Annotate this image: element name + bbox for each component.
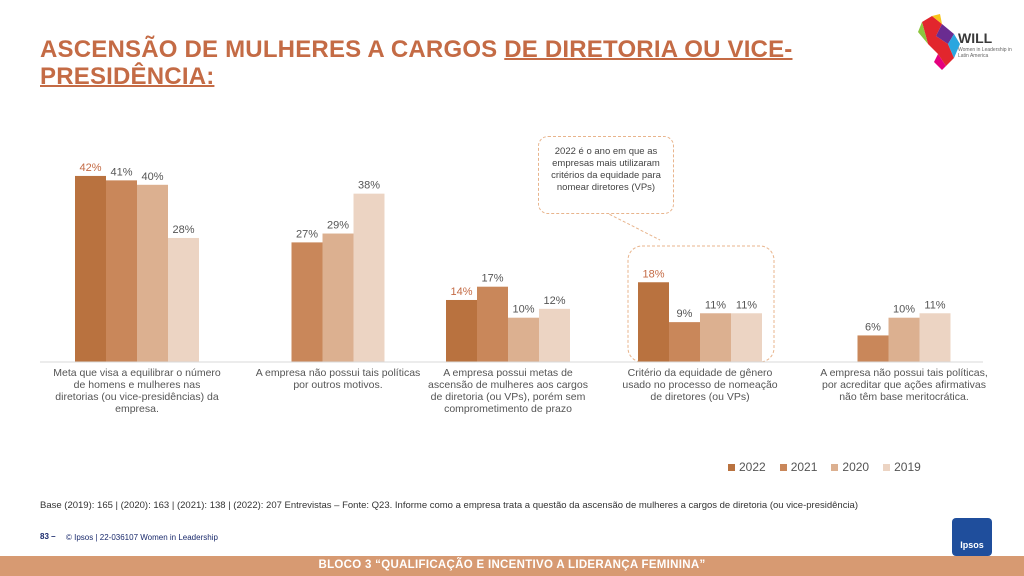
bar-2019-cat3 [539, 308, 570, 362]
bar-2020-cat5 [888, 317, 920, 362]
data-label-2020-cat4: 11% [705, 299, 726, 311]
footer-bar: BLOCO 3 “QUALIFICAÇÃO E INCENTIVO A LIDE… [0, 556, 1024, 576]
callout-pointer [604, 211, 661, 241]
category-label-2: A empresa não possui tais políticas por … [255, 367, 421, 391]
category-label-4: Critério da equidade de gênero usado no … [622, 367, 778, 403]
page-title: ASCENSÃO DE MULHERES A CARGOS DE DIRETOR… [40, 36, 840, 90]
data-label-2022-cat4: 18% [642, 268, 664, 280]
category-label-3: A empresa possui metas de ascensão de mu… [428, 367, 588, 415]
bar-2022-cat1 [75, 175, 106, 362]
bar-2021-cat3 [477, 286, 508, 362]
data-label-2021-cat3: 17% [481, 273, 503, 285]
data-label-2020-cat2: 29% [327, 220, 349, 232]
page-number: 83 – [40, 532, 56, 541]
callout-box: 2022 é o ano em que as empresas mais uti… [538, 136, 674, 214]
data-label-2022-cat3: 14% [450, 286, 472, 298]
ipsos-logo-icon: Ipsos [952, 518, 992, 556]
chart-legend: 2022 2021 2020 2019 [728, 460, 921, 474]
legend-label-2020: 2020 [842, 460, 870, 474]
data-label-2020-cat1: 40% [141, 171, 163, 183]
bar-2019-cat5 [919, 313, 951, 362]
legend-swatch-2019 [883, 463, 891, 471]
callout-text: 2022 é o ano em que as empresas mais uti… [551, 146, 661, 193]
bar-2019-cat2 [353, 193, 385, 362]
data-label-2019-cat2: 38% [358, 180, 380, 192]
bar-2020-cat4 [700, 313, 731, 362]
bar-2021-cat1 [106, 180, 137, 362]
legend-swatch-2020 [831, 463, 839, 471]
ipsos-logo-text: Ipsos [960, 540, 984, 550]
will-logo-icon [918, 14, 960, 70]
data-label-2019-cat4: 11% [736, 299, 757, 311]
data-label-2020-cat5: 10% [893, 304, 915, 316]
bar-2022-cat4 [638, 282, 669, 362]
bar-2019-cat1 [168, 237, 199, 362]
legend-label-2019: 2019 [894, 460, 921, 474]
legend-label-2022: 2022 [739, 460, 766, 474]
data-label-2021-cat4: 9% [677, 308, 693, 320]
data-label-2021-cat2: 27% [296, 228, 318, 240]
bar-2022-cat3 [446, 299, 477, 362]
footer-text: BLOCO 3 “QUALIFICAÇÃO E INCENTIVO A LIDE… [318, 559, 706, 571]
data-label-2021-cat5: 6% [865, 321, 881, 333]
bar-2020-cat1 [137, 184, 168, 362]
data-label-2021-cat1: 41% [110, 166, 132, 178]
bar-2021-cat5 [857, 335, 889, 362]
legend-item-2020: 2020 [831, 460, 869, 474]
legend-item-2019: 2019 [883, 460, 921, 474]
title-part-underlined: DE DIRETORIA OU VICE-PRESIDÊNCIA: [40, 36, 793, 90]
legend-swatch-2021 [779, 463, 787, 471]
bar-2021-cat2 [291, 242, 323, 362]
bar-2019-cat4 [731, 313, 762, 362]
category-label-5: A empresa não possui tais políticas, por… [820, 367, 988, 403]
legend-label-2021: 2021 [790, 460, 818, 474]
data-label-2020-cat3: 10% [512, 304, 534, 316]
bar-2020-cat2 [322, 233, 354, 362]
data-label-2022-cat1: 42% [79, 162, 101, 174]
title-part-plain: ASCENSÃO DE MULHERES A CARGOS [40, 36, 505, 63]
data-label-2019-cat5: 11% [924, 299, 945, 311]
legend-item-2022: 2022 [728, 460, 766, 474]
logo-subtitle: Women in Leadership in Latin America [958, 47, 1012, 59]
data-label-2019-cat3: 12% [543, 295, 565, 307]
bar-2021-cat4 [669, 322, 700, 362]
category-label-1: Meta que visa a equilibrar o número de h… [53, 367, 221, 415]
base-note: Base (2019): 165 | (2020): 163 | (2021):… [40, 500, 858, 511]
legend-swatch-2022 [728, 463, 735, 471]
bar-2020-cat3 [508, 317, 539, 362]
copyright-text: © Ipsos | 22-036107 Women in Leadership [66, 533, 218, 542]
data-label-2019-cat1: 28% [172, 224, 194, 236]
legend-item-2021: 2021 [779, 460, 818, 474]
logo-name: WILL [958, 30, 993, 46]
